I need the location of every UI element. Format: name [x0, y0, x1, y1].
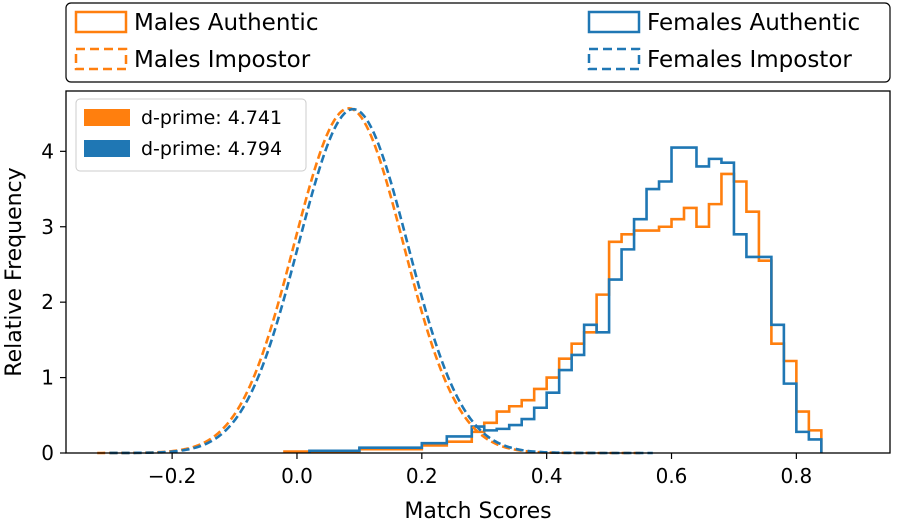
dprime-swatch-males	[84, 109, 130, 126]
y-axis-ticks: 0 1 2 3 4	[41, 139, 66, 465]
series-males-authentic	[283, 172, 823, 453]
y-tick-label: 2	[41, 290, 54, 314]
series-females-impostor	[109, 107, 653, 455]
inner-legend-frame	[75, 98, 307, 172]
top-legend-frame	[65, 2, 891, 83]
x-tick-label: 0.4	[531, 464, 563, 488]
y-tick-label: 3	[41, 215, 54, 239]
y-tick-label: 0	[41, 441, 54, 465]
x-axis-ticks: −0.2 0.0 0.2 0.4 0.6 0.8	[148, 453, 812, 488]
legend-label-females-impostor: Females Impostor	[647, 47, 852, 73]
legend-swatch-females-authentic	[587, 10, 641, 34]
legend-swatch-males-authentic	[74, 10, 128, 34]
legend-swatch-males-impostor	[74, 47, 128, 71]
x-tick-label: −0.2	[148, 464, 197, 488]
legend-label-males-impostor: Males Impostor	[134, 47, 311, 73]
x-axis-label: Match Scores	[404, 499, 551, 524]
dprime-swatch-females	[84, 140, 130, 157]
y-tick-label: 1	[41, 366, 54, 390]
inner-legend: d-prime: 4.741 d-prime: 4.794	[75, 98, 307, 172]
x-tick-label: 0.8	[780, 464, 812, 488]
plot-frame	[65, 90, 891, 454]
top-legend: Males Authentic Males Impostor Females A…	[65, 2, 891, 83]
series-females-authentic	[308, 146, 823, 453]
x-tick-label: 0.6	[656, 464, 688, 488]
legend-label-males-authentic: Males Authentic	[134, 10, 318, 36]
x-tick-label: 0.2	[406, 464, 438, 488]
dprime-label-males: d-prime: 4.741	[141, 107, 282, 129]
y-tick-label: 4	[41, 139, 54, 163]
legend-swatch-females-impostor	[587, 47, 641, 71]
legend-label-females-authentic: Females Authentic	[647, 10, 860, 36]
y-axis-label: Relative Frequency	[2, 167, 27, 376]
dprime-label-females: d-prime: 4.794	[141, 138, 282, 160]
x-tick-label: 0.0	[281, 464, 313, 488]
plot-area: −0.2 0.0 0.2 0.4 0.6 0.8 0 1 2 3 4	[41, 90, 891, 488]
